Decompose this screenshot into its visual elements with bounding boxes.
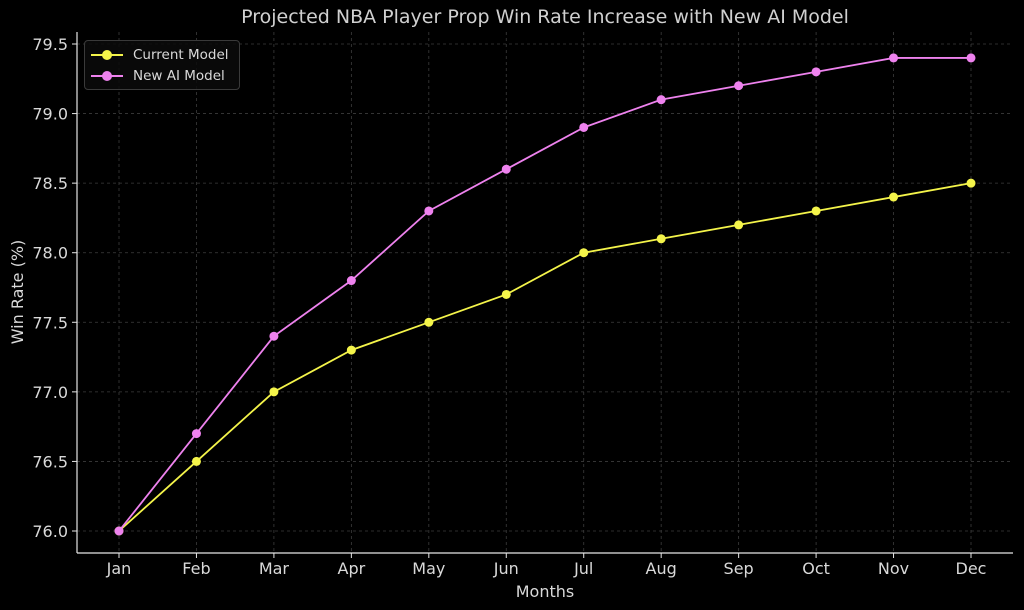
y-axis-ticks: 76.0 76.5 77.0 77.5 78.0 78.5 79.0 79.5 (32, 35, 77, 541)
data-point-marker-icon (889, 192, 899, 202)
data-point-marker-icon (114, 526, 124, 536)
data-point-marker-icon (579, 122, 589, 132)
series-new-ai-model (114, 53, 976, 536)
legend-label: Current Model (133, 47, 229, 63)
x-axis-label: Months (516, 582, 574, 601)
data-point-marker-icon (734, 81, 744, 91)
legend: Current Model New AI Model (84, 40, 240, 90)
y-tick-label: 76.0 (32, 522, 68, 541)
y-tick-label: 79.0 (32, 105, 68, 124)
data-point-marker-icon (656, 95, 666, 105)
x-tick-label: Jul (573, 559, 593, 578)
x-tick-label: Apr (338, 559, 366, 578)
data-series (114, 53, 976, 536)
y-tick-label: 78.5 (32, 174, 68, 193)
x-tick-label: Aug (646, 559, 677, 578)
data-point-marker-icon (501, 164, 511, 174)
x-tick-label: May (412, 559, 445, 578)
x-tick-label: Jun (493, 559, 519, 578)
data-point-marker-icon (424, 317, 434, 327)
legend-swatch-current-model-icon (91, 49, 123, 61)
y-tick-label: 76.5 (32, 452, 68, 471)
data-point-marker-icon (269, 387, 279, 397)
data-point-marker-icon (346, 276, 356, 286)
axes (76, 32, 1013, 554)
x-tick-label: Jan (106, 559, 132, 578)
series-current-model (114, 178, 976, 536)
data-point-marker-icon (269, 331, 279, 341)
x-tick-label: Dec (956, 559, 987, 578)
x-tick-label: Oct (802, 559, 830, 578)
data-point-marker-icon (656, 234, 666, 244)
y-tick-label: 79.5 (32, 35, 68, 54)
data-point-marker-icon (811, 67, 821, 77)
data-point-marker-icon (191, 456, 201, 466)
data-point-marker-icon (501, 289, 511, 299)
x-tick-label: Feb (182, 559, 210, 578)
y-tick-label: 77.0 (32, 383, 68, 402)
data-point-marker-icon (191, 429, 201, 439)
legend-item-new-ai-model: New AI Model (91, 67, 225, 85)
data-point-marker-icon (811, 206, 821, 216)
grid-lines (77, 32, 1013, 553)
x-tick-label: Mar (259, 559, 290, 578)
data-point-marker-icon (966, 178, 976, 188)
series-line (118, 57, 971, 532)
x-axis-ticks: Jan Feb Mar Apr May Jun Jul Aug Sep Oct Nov Dec (106, 553, 987, 578)
legend-swatch-new-ai-model-icon (91, 70, 123, 82)
legend-item-current-model: Current Model (91, 46, 229, 64)
series-line (118, 182, 972, 532)
data-point-marker-icon (424, 206, 434, 216)
data-point-marker-icon (889, 53, 899, 63)
data-point-marker-icon (579, 248, 589, 258)
data-point-marker-icon (966, 53, 976, 63)
y-tick-label: 78.0 (32, 244, 68, 263)
data-point-marker-icon (734, 220, 744, 230)
y-tick-label: 77.5 (32, 313, 68, 332)
x-tick-label: Sep (724, 559, 754, 578)
y-axis-label: Win Rate (%) (8, 240, 27, 345)
chart-title: Projected NBA Player Prop Win Rate Incre… (241, 6, 849, 28)
x-tick-label: Nov (878, 559, 909, 578)
data-point-marker-icon (346, 345, 356, 355)
legend-label: New AI Model (133, 68, 225, 84)
